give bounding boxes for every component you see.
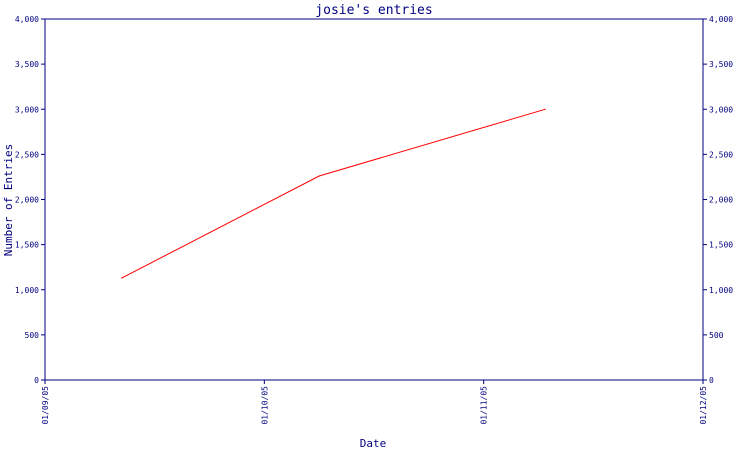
y-axis-ticks: 0 0 500 500 1,000 1,000 1,500 1,500 2,000 2,000 2,… xyxy=(15,15,733,385)
y-tick-label-left: 0 xyxy=(34,376,39,385)
data-point xyxy=(544,108,546,110)
y-tick-label-left: 2,500 xyxy=(15,150,39,159)
y-tick-label-right: 2,000 xyxy=(709,196,733,205)
y-tick-label-left: 2,000 xyxy=(15,196,39,205)
y-tick-label-right: 3,000 xyxy=(709,105,733,114)
y-axis-label: Number of Entries xyxy=(2,144,15,257)
y-tick-label-right: 4,000 xyxy=(709,15,733,24)
x-tick-label: 01/10/05 xyxy=(260,386,269,425)
plot-area xyxy=(44,18,704,381)
x-axis-label: Date xyxy=(360,437,387,450)
y-tick-label-left: 4,000 xyxy=(15,15,39,24)
chart-title: josie's entries xyxy=(315,3,432,18)
x-axis-ticks: 01/09/05 01/10/05 01/11/05 01/12/05 xyxy=(41,380,708,425)
data-point xyxy=(121,277,123,279)
y-tick-label-right: 1,000 xyxy=(709,286,733,295)
y-tick-label-left: 3,000 xyxy=(15,105,39,114)
series-line xyxy=(121,108,546,279)
y-tick-label-left: 500 xyxy=(25,331,40,340)
y-tick-label-right: 500 xyxy=(709,331,724,340)
x-tick-label: 01/09/05 xyxy=(41,386,50,425)
y-tick-label-left: 1,500 xyxy=(15,241,39,250)
y-tick-label-right: 2,500 xyxy=(709,150,733,159)
x-tick-label: 01/11/05 xyxy=(480,386,489,425)
y-tick-label-right: 1,500 xyxy=(709,241,733,250)
y-tick-label-right: 0 xyxy=(709,376,714,385)
x-tick-label: 01/12/05 xyxy=(699,386,708,425)
series-layer xyxy=(121,108,546,279)
y-tick-label-left: 3,500 xyxy=(15,60,39,69)
data-point xyxy=(318,175,320,177)
y-tick-label-right: 3,500 xyxy=(709,60,733,69)
y-tick-label-left: 1,000 xyxy=(15,286,39,295)
